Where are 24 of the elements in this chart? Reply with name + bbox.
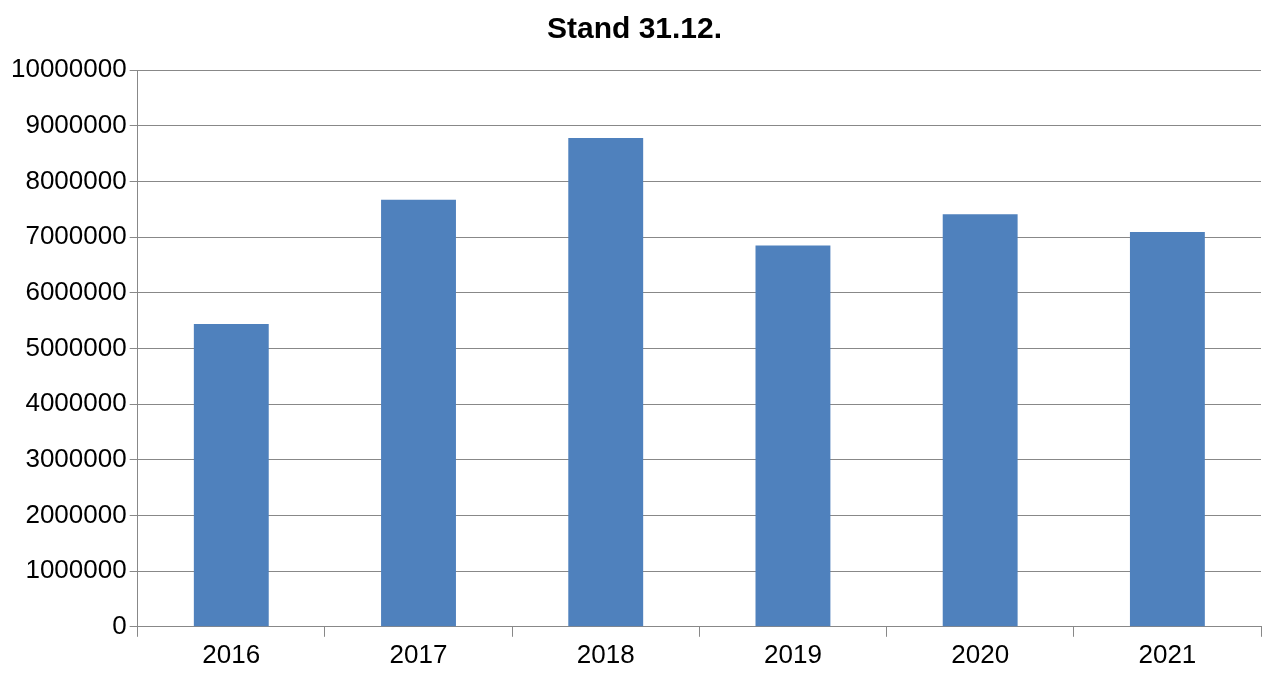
y-tick-label: 6000000	[25, 275, 127, 306]
y-tick-label: 5000000	[25, 331, 127, 362]
x-tick-label: 2017	[389, 638, 448, 669]
y-tick-label: 0	[112, 609, 127, 640]
y-tick-label: 7000000	[25, 220, 127, 251]
x-tick-label: 2020	[951, 638, 1010, 669]
y-tick-label: 3000000	[25, 442, 127, 473]
x-tick-label: 2019	[764, 638, 822, 669]
y-tick-label: 10000000	[10, 53, 127, 84]
bar	[755, 245, 831, 627]
y-tick-label: 4000000	[25, 387, 127, 418]
bar	[193, 323, 269, 627]
chart-title: Stand 31.12.	[546, 11, 723, 45]
x-tick-label: 2018	[576, 638, 635, 669]
y-tick-label: 1000000	[25, 554, 127, 585]
bar	[568, 137, 644, 627]
bar	[381, 199, 456, 627]
bar	[942, 214, 1018, 627]
x-tick-label: 2016	[202, 638, 261, 669]
bar	[1129, 232, 1205, 627]
x-tick-label: 2021	[1138, 638, 1197, 669]
y-tick-label: 8000000	[25, 164, 127, 195]
y-tick-label: 2000000	[25, 498, 127, 529]
y-tick-label: 9000000	[25, 108, 127, 139]
